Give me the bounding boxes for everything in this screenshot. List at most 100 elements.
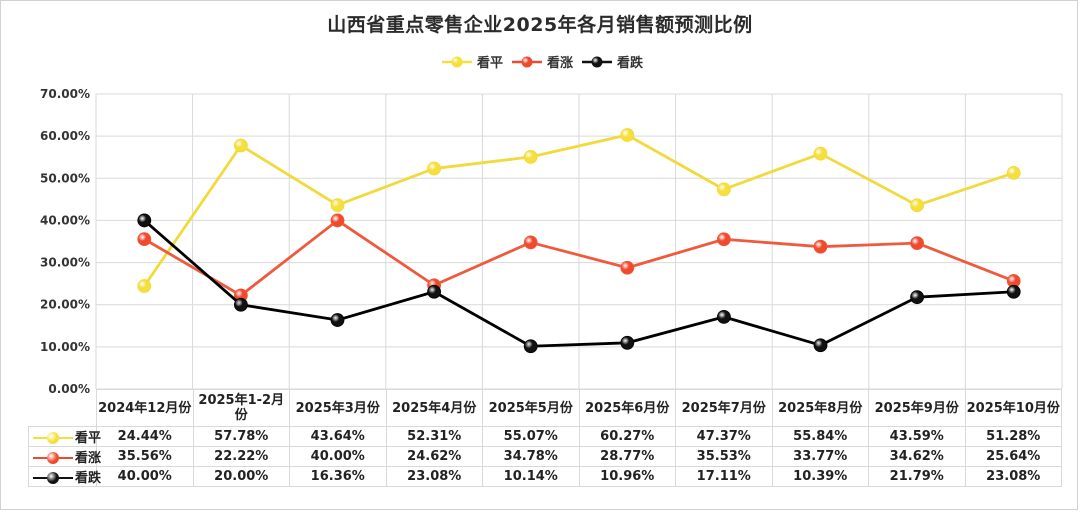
data-point xyxy=(233,138,248,153)
data-point xyxy=(910,290,924,305)
series-line-1 xyxy=(143,219,1015,297)
value-cell: 55.07% xyxy=(482,426,580,447)
value-cell: 23.08% xyxy=(964,466,1062,487)
chart-title: 山西省重点零售企业2025年各月销售额预测比例 xyxy=(327,14,753,36)
value-cell: 57.78% xyxy=(192,426,290,447)
data-table: 2024年12月份 2025年1-2月份 2025年3月份 2025年4月份 2025年… xyxy=(28,389,1062,487)
value-cell: 35.56% xyxy=(96,446,194,467)
value-cell: 34.62% xyxy=(868,446,966,467)
category-label: 2025年10月份 xyxy=(964,389,1062,427)
data-point xyxy=(523,339,538,354)
value-cell: 10.39% xyxy=(771,466,869,487)
value-cell: 52.31% xyxy=(385,426,483,447)
legend-key xyxy=(33,472,73,484)
value-cell: 22.22% xyxy=(192,446,290,467)
data-point xyxy=(330,313,345,327)
row-series-name: 看跌 xyxy=(75,471,102,486)
row-series-name: 看平 xyxy=(75,431,102,446)
value-cell: 40.00% xyxy=(289,446,387,467)
data-point xyxy=(717,309,731,324)
data-point xyxy=(813,146,828,161)
data-point xyxy=(137,279,152,293)
value-cell: 10.14% xyxy=(482,466,580,487)
data-point xyxy=(523,235,538,250)
value-cell: 23.08% xyxy=(385,466,483,487)
category-label: 2024年12月份 xyxy=(96,389,194,427)
row-legend: 看跌 xyxy=(28,466,101,487)
data-point xyxy=(137,213,152,228)
table-row: 看跌 40.00% 20.00% 16.36% 23.08% 10.14% 10.96% 17… xyxy=(28,466,1062,487)
row-series-name: 看涨 xyxy=(75,451,102,466)
value-cell: 17.11% xyxy=(675,466,773,487)
category-label: 2025年6月份 xyxy=(578,389,676,427)
data-point xyxy=(813,239,828,254)
legend-key-marker xyxy=(47,432,59,444)
data-point xyxy=(813,338,828,353)
data-point xyxy=(717,232,731,247)
data-point xyxy=(1006,284,1021,299)
y-tick-label: 40.00% xyxy=(40,213,90,227)
value-cell: 60.27% xyxy=(578,426,676,447)
data-point xyxy=(427,161,442,176)
data-point xyxy=(910,236,924,251)
category-label: 2025年4月份 xyxy=(385,389,483,427)
category-label: 2025年1-2月份 xyxy=(192,389,290,427)
category-label: 2025年5月份 xyxy=(482,389,580,427)
y-tick-label: 50.00% xyxy=(40,171,90,185)
data-point xyxy=(717,182,731,197)
data-point xyxy=(620,260,635,275)
value-cell: 55.84% xyxy=(771,426,869,447)
data-point xyxy=(330,198,345,212)
table-corner xyxy=(28,389,97,427)
legend-marker xyxy=(521,56,533,68)
data-point xyxy=(910,198,924,213)
y-tick-label: 30.00% xyxy=(40,256,90,270)
value-cell: 24.44% xyxy=(96,426,194,447)
data-point xyxy=(620,335,635,350)
y-tick-label: 70.00% xyxy=(40,87,90,101)
legend-label: 看跌 xyxy=(617,55,644,71)
value-cell: 10.96% xyxy=(578,466,676,487)
value-cell: 35.53% xyxy=(675,446,773,467)
data-point xyxy=(1006,165,1021,180)
legend-key-marker xyxy=(47,472,59,484)
data-point xyxy=(620,128,635,142)
value-cell: 33.77% xyxy=(771,446,869,467)
category-label: 2025年7月份 xyxy=(675,389,773,427)
y-tick-label: 60.00% xyxy=(40,129,90,143)
data-point xyxy=(330,213,345,228)
value-cell: 51.28% xyxy=(964,426,1062,447)
value-cell: 24.62% xyxy=(385,446,483,467)
table-header-row: 2024年12月份 2025年1-2月份 2025年3月份 2025年4月份 2025年… xyxy=(28,389,1062,427)
value-cell: 21.79% xyxy=(868,466,966,487)
value-cell: 47.37% xyxy=(675,426,773,447)
data-point xyxy=(427,284,442,299)
legend-marker xyxy=(591,56,603,68)
row-legend: 看涨 xyxy=(28,446,101,467)
series-line-0 xyxy=(143,133,1015,287)
value-cell: 43.59% xyxy=(868,426,966,447)
value-cell: 25.64% xyxy=(964,446,1062,467)
legend-key xyxy=(33,432,73,444)
row-legend: 看平 xyxy=(28,426,101,447)
legend-marker xyxy=(451,56,463,68)
data-point xyxy=(233,297,248,312)
y-tick-label: 10.00% xyxy=(40,340,90,354)
legend-label: 看平 xyxy=(477,55,503,71)
table-row: 看涨 35.56% 22.22% 40.00% 24.62% 34.78% 28.77% 35… xyxy=(28,446,1062,467)
legend-key xyxy=(33,452,73,464)
value-cell: 28.77% xyxy=(578,446,676,467)
table-row: 看平 24.44% 57.78% 43.64% 52.31% 55.07% 60.27% 47… xyxy=(28,426,1062,447)
value-cell: 20.00% xyxy=(192,466,290,487)
value-cell: 43.64% xyxy=(289,426,387,447)
data-point xyxy=(137,232,152,247)
legend-label: 看涨 xyxy=(547,55,573,71)
value-cell: 34.78% xyxy=(482,446,580,467)
y-tick-label: 20.00% xyxy=(40,298,90,312)
value-cell: 16.36% xyxy=(289,466,387,487)
category-label: 2025年3月份 xyxy=(289,389,387,427)
category-label: 2025年9月份 xyxy=(868,389,966,427)
legend-key-marker xyxy=(47,452,59,464)
data-point xyxy=(523,150,538,164)
category-label: 2025年8月份 xyxy=(771,389,869,427)
